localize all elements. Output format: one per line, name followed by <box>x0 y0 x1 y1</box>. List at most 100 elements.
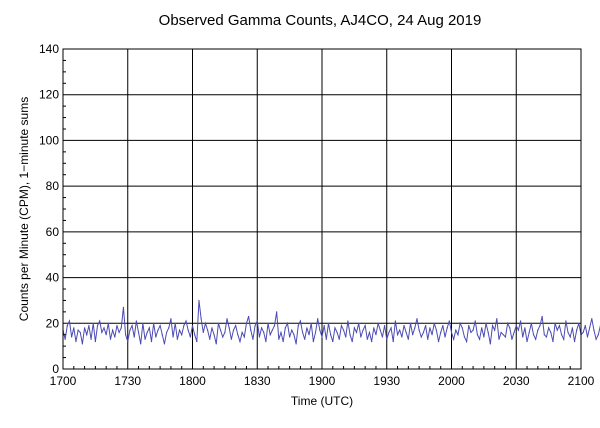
data-point <box>207 329 209 331</box>
data-point <box>362 329 364 331</box>
data-point <box>150 340 153 343</box>
data-point <box>433 322 435 324</box>
data-point <box>576 329 578 331</box>
data-point <box>457 334 459 336</box>
data-point <box>399 329 401 331</box>
data-point <box>284 327 286 329</box>
data-point <box>118 331 120 334</box>
data-point <box>83 327 86 329</box>
data-point <box>358 322 360 324</box>
data-point <box>522 336 524 338</box>
y-axis-label: Counts per Minute (CPM), 1−minute sums <box>17 97 31 321</box>
x-tick-label: 1730 <box>114 374 141 388</box>
data-point <box>342 329 345 331</box>
data-point <box>401 336 403 338</box>
data-point <box>390 327 392 329</box>
data-point <box>463 336 466 338</box>
data-point <box>591 318 593 320</box>
data-point <box>409 322 412 324</box>
data-point <box>573 340 576 343</box>
data-point <box>77 329 79 331</box>
data-point <box>176 338 178 340</box>
data-point <box>265 340 267 343</box>
data-point <box>189 336 191 338</box>
data-point <box>453 338 455 340</box>
data-point <box>519 320 522 322</box>
data-point <box>146 331 148 334</box>
data-point <box>355 331 358 334</box>
data-point <box>334 327 336 329</box>
data-point <box>129 329 131 331</box>
data-point <box>425 324 427 327</box>
data-point <box>524 327 526 329</box>
data-point <box>466 340 468 343</box>
data-point <box>554 322 556 324</box>
data-point <box>86 334 88 336</box>
data-point <box>293 334 295 336</box>
data-point <box>427 338 429 340</box>
data-point <box>237 334 239 336</box>
data-point <box>345 336 347 338</box>
data-point <box>470 331 472 334</box>
data-point <box>142 322 144 324</box>
data-point <box>114 336 116 338</box>
data-point <box>230 338 232 340</box>
data-point <box>321 336 323 338</box>
data-point <box>248 315 250 318</box>
data-point <box>299 320 302 322</box>
data-point <box>120 327 122 329</box>
data-point <box>73 327 75 329</box>
data-point <box>437 340 440 343</box>
data-point <box>260 327 263 329</box>
data-point <box>71 336 73 338</box>
data-point <box>515 324 517 327</box>
data-point <box>163 343 166 345</box>
data-point <box>330 334 332 336</box>
data-point <box>202 331 204 334</box>
y-tick-label: 80 <box>46 179 60 193</box>
data-point <box>422 331 425 334</box>
data-point <box>530 322 532 324</box>
data-point <box>474 320 476 322</box>
tick-marks <box>63 59 571 369</box>
data-point <box>448 320 450 322</box>
data-point <box>159 324 161 327</box>
data-point <box>215 343 217 345</box>
data-point <box>185 320 187 322</box>
data-point <box>571 327 573 329</box>
data-point <box>377 322 379 324</box>
data-point <box>323 324 325 327</box>
data-point <box>507 322 509 324</box>
data-point <box>75 340 77 343</box>
data-point <box>489 343 491 345</box>
data-point <box>196 340 198 343</box>
chart-title: Observed Gamma Counts, AJ4CO, 24 Aug 201… <box>159 12 482 29</box>
data-point <box>144 338 146 340</box>
data-point <box>396 334 399 336</box>
data-point <box>135 320 137 322</box>
data-point <box>172 336 174 338</box>
data-point <box>351 340 353 343</box>
data-point <box>552 340 554 343</box>
data-point <box>349 334 351 336</box>
x-tick-label: 1930 <box>373 374 400 388</box>
y-tick-label: 20 <box>46 316 60 330</box>
data-point <box>96 324 99 327</box>
data-point <box>289 336 291 338</box>
data-point <box>381 336 384 338</box>
data-point <box>131 324 133 327</box>
data-point <box>211 327 213 329</box>
data-point <box>112 329 114 331</box>
data-point <box>105 334 107 336</box>
data-point <box>263 331 265 334</box>
data-point <box>194 334 196 336</box>
data-point <box>137 331 140 334</box>
data-point <box>386 338 388 340</box>
data-point <box>64 338 66 340</box>
data-point <box>491 324 494 327</box>
data-point <box>418 329 420 331</box>
data-point <box>416 318 418 320</box>
data-point <box>235 324 237 327</box>
data-point <box>310 322 312 324</box>
data-point <box>368 331 371 334</box>
